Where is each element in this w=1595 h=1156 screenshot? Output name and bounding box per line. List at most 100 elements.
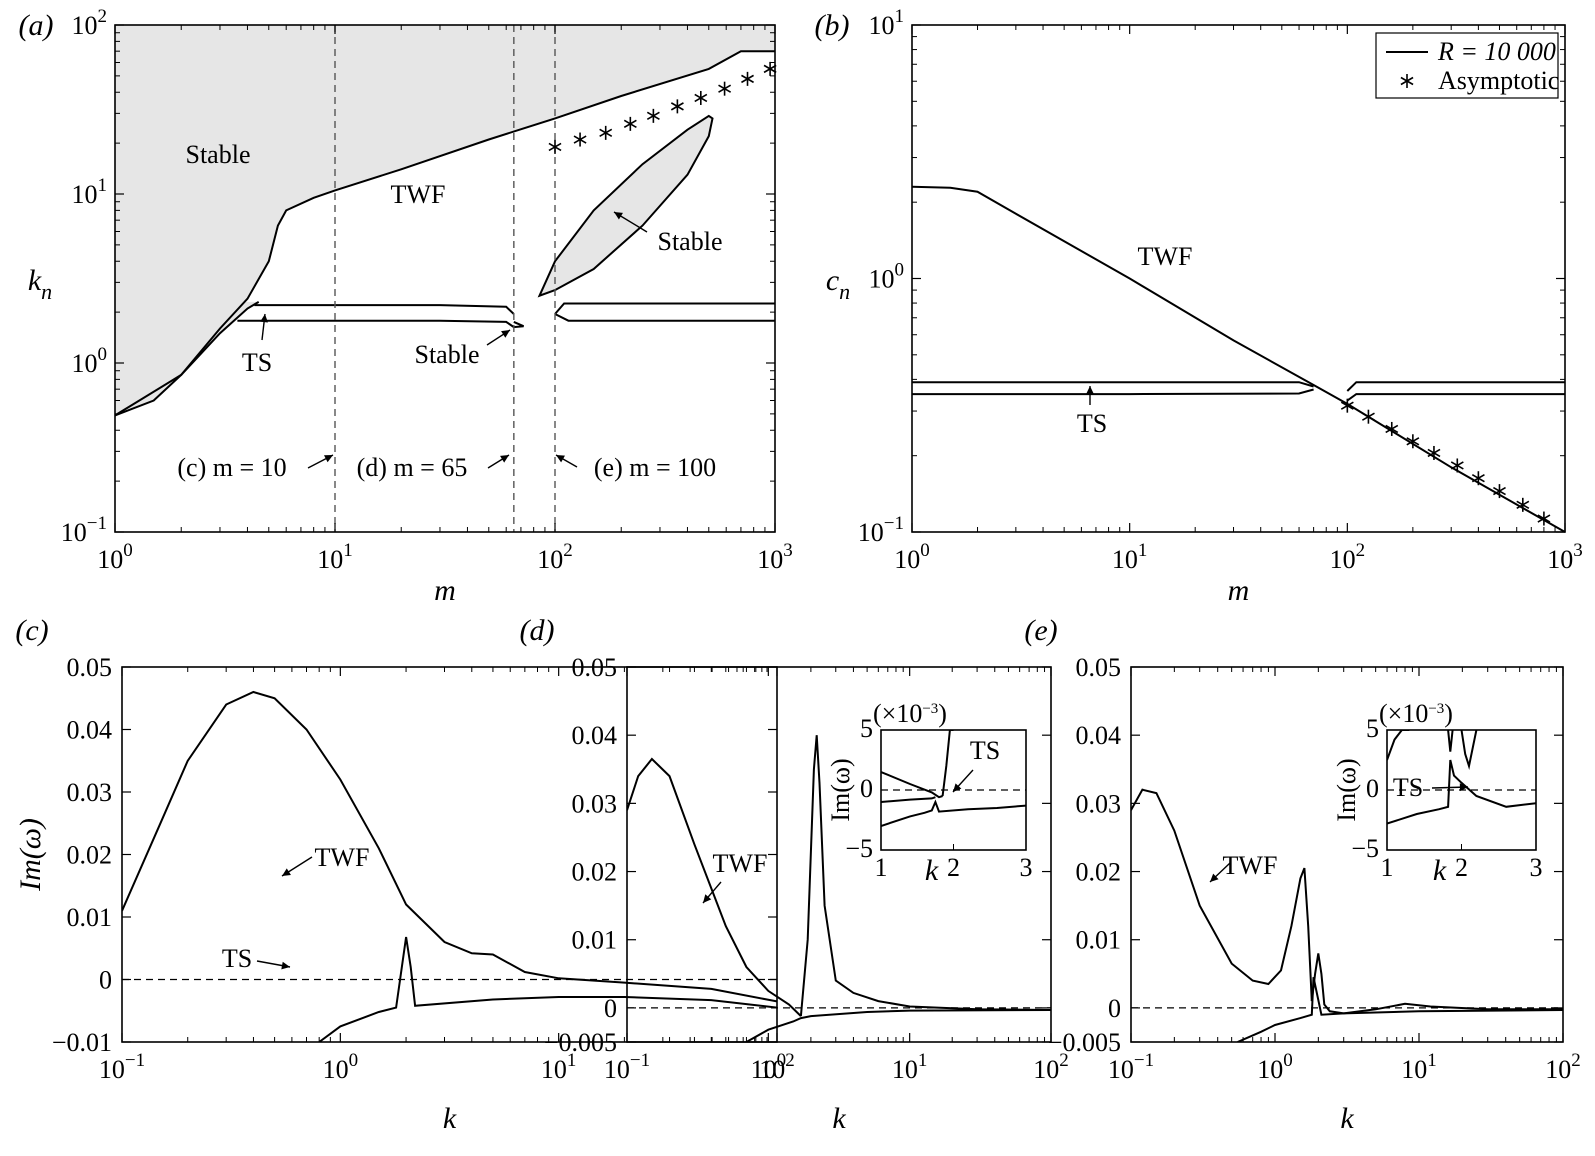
asterisk-marker xyxy=(1450,458,1464,473)
x-tick-label: 10−1 xyxy=(1108,1050,1154,1084)
axes-frame xyxy=(911,24,1566,533)
x-tick-label: 100 xyxy=(1257,1050,1293,1084)
legend-box xyxy=(1375,32,1559,99)
annotation-stable-island: Stable xyxy=(658,227,723,256)
y-tick-label: 101 xyxy=(72,175,108,209)
x-tick-label: 100 xyxy=(97,540,133,574)
y-tick-label: 0 xyxy=(1108,994,1121,1023)
inset-y-tick-label: 5 xyxy=(1366,714,1379,743)
curve-ts_lower xyxy=(912,388,1314,396)
arrow-head xyxy=(282,868,291,876)
asterisk-marker xyxy=(623,116,637,131)
asterisk-stroke xyxy=(573,135,587,144)
inset-y-tick-label: 0 xyxy=(1366,774,1379,803)
curve-ts_upper_right xyxy=(1346,381,1565,392)
x-axis-label: m xyxy=(434,574,456,607)
y-tick-label: 102 xyxy=(72,6,108,40)
inset-x-tick-label: 3 xyxy=(1020,853,1033,882)
legend-entry-model: R = 10 000 xyxy=(1437,37,1556,66)
inset-y-tick-label: 0 xyxy=(860,774,873,803)
arrow-head xyxy=(501,330,510,338)
asterisk-marker xyxy=(694,90,708,105)
inset-multiplier: (×10−3) xyxy=(873,699,947,728)
y-tick-label: 0.04 xyxy=(1076,721,1122,750)
asterisk-stroke xyxy=(1471,474,1485,483)
arrow-ts xyxy=(260,313,268,341)
arrow-head xyxy=(500,455,509,463)
asterisk-marker xyxy=(1385,421,1399,436)
y-tick-label: −0.005 xyxy=(1048,1028,1121,1057)
arrow-twf xyxy=(281,856,313,877)
asterisk-stroke xyxy=(694,93,708,103)
inset-curve xyxy=(941,730,954,797)
annotation-slice-d: (d) m = 65 xyxy=(357,453,468,482)
x-tick-label: 101 xyxy=(317,540,353,574)
x-tick-label: 100 xyxy=(751,1050,787,1084)
curve-ts_lower_right xyxy=(1346,393,1565,402)
y-tick-label: 0.03 xyxy=(67,778,113,807)
plot-area xyxy=(627,735,1051,1042)
panel-label: (e) xyxy=(1024,614,1057,647)
panel-a: 100 101 102 10310−1100101102mkn(a)StableTWF… xyxy=(19,6,793,607)
asterisk-marker xyxy=(670,99,684,114)
asterisk-marker xyxy=(1493,484,1506,499)
x-tick-label: 101 xyxy=(892,1050,928,1084)
y-tick-label: 0 xyxy=(604,994,617,1023)
x-tick-label: 101 xyxy=(541,1050,577,1084)
x-axis-label: m xyxy=(1228,574,1250,607)
arrow-slice-d xyxy=(487,454,510,469)
arrow-head xyxy=(324,455,333,463)
inset-y-tick-label: 5 xyxy=(860,714,873,743)
inset-y-tick-label: −5 xyxy=(845,834,873,863)
y-axis-label: Im(ω) xyxy=(14,818,47,892)
inset-curve xyxy=(881,799,1026,827)
arrow-slice-c xyxy=(307,454,334,469)
curve-lower_boundary xyxy=(114,301,260,417)
arrow-head xyxy=(703,894,712,903)
x-tick-label: 102 xyxy=(537,540,573,574)
plot-area xyxy=(1131,788,1563,1042)
y-tick-label: 0.05 xyxy=(572,653,618,682)
stable-island-boundary xyxy=(537,114,714,298)
annotation-twf: TWF xyxy=(713,849,768,878)
inset-plot-area xyxy=(881,730,1026,827)
inset-annotation-ts: TS xyxy=(1393,773,1423,802)
x-tick-label: 101 xyxy=(1112,540,1148,574)
asterisk-stroke xyxy=(1427,448,1441,458)
curve-upper_boundary xyxy=(114,50,775,417)
arrow-head xyxy=(1459,783,1468,792)
x-tick-label: 102 xyxy=(759,1050,795,1084)
arrow-head xyxy=(281,961,290,970)
arrow-ts xyxy=(1086,386,1094,405)
y-tick-label: 0.02 xyxy=(572,858,618,887)
panel-label: (a) xyxy=(19,9,54,42)
asterisk-marker xyxy=(548,139,562,154)
curve-twf xyxy=(122,690,777,1003)
curve-peak xyxy=(799,735,1051,1017)
asterisk-marker xyxy=(599,125,613,140)
axes-frame xyxy=(1130,666,1564,1043)
asterisk-marker xyxy=(1427,445,1441,460)
asterisk-marker xyxy=(573,132,587,147)
inset-arrow-ts xyxy=(952,769,974,793)
asterisk-stroke xyxy=(646,111,660,121)
inset-curve xyxy=(1460,730,1478,770)
y-tick-label: 0 xyxy=(99,966,112,995)
x-tick-label: 103 xyxy=(1547,540,1583,574)
annotation-slice-e: (e) m = 100 xyxy=(594,453,716,482)
panel-d: 10−1 100 101 102−0.00500.010.020.030.040.05… xyxy=(520,614,1069,1135)
inset-x-tick-label: 3 xyxy=(1530,853,1543,882)
y-tick-label: 100 xyxy=(72,344,108,378)
stable-island-fill xyxy=(539,115,713,296)
annotation-slice-c: (c) m = 10 xyxy=(177,453,286,482)
asterisk-stroke xyxy=(548,142,562,152)
inset-arrow-ts xyxy=(1431,783,1469,792)
annotation-twf: TWF xyxy=(391,180,446,209)
asterisk-stroke xyxy=(741,74,754,84)
asterisk-marker xyxy=(763,61,777,76)
asterisk-marker xyxy=(1537,511,1551,526)
curve-ts_upper_right xyxy=(554,302,775,315)
arrow-head xyxy=(1086,386,1094,395)
inset-x-tick-label: 1 xyxy=(1381,853,1394,882)
